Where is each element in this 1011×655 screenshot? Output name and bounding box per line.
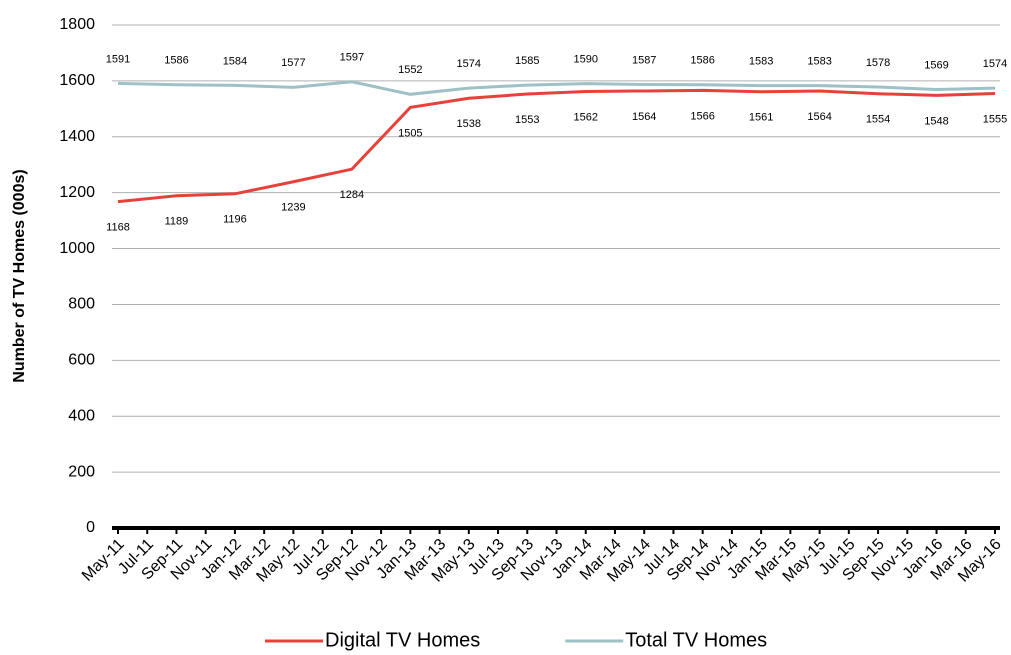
data-label: 1562: [573, 111, 597, 123]
data-label: 1561: [749, 112, 773, 124]
data-label: 1584: [223, 55, 247, 67]
y-tick-label: 200: [68, 463, 95, 480]
y-tick-label: 800: [68, 296, 95, 313]
data-label: 1578: [866, 57, 890, 69]
legend-label: Total TV Homes: [625, 629, 767, 651]
data-label: 1554: [866, 114, 890, 126]
data-label: 1586: [690, 55, 714, 67]
series-line: [117, 80, 996, 96]
data-label: 1597: [340, 52, 364, 64]
data-label: 1168: [106, 222, 130, 234]
data-label: 1564: [632, 111, 656, 123]
data-label: 1196: [223, 214, 247, 226]
data-label: 1555: [983, 113, 1007, 125]
data-label: 1189: [165, 216, 189, 228]
data-label: 1574: [983, 58, 1007, 70]
data-label: 1577: [281, 57, 305, 69]
data-label: 1587: [632, 54, 656, 66]
data-label: 1569: [924, 59, 948, 71]
y-tick-label: 1600: [59, 72, 95, 89]
data-label: 1585: [515, 55, 539, 67]
y-tick-label: 1200: [59, 184, 95, 201]
data-label: 1591: [106, 53, 130, 65]
data-label: 1586: [164, 55, 188, 67]
legend-label: Digital TV Homes: [325, 629, 480, 651]
data-label: 1548: [924, 115, 948, 127]
data-label: 1552: [398, 64, 422, 76]
data-label: 1239: [281, 202, 305, 214]
data-label: 1538: [457, 118, 481, 130]
data-label: 1583: [749, 56, 773, 68]
data-label: 1583: [807, 56, 831, 68]
data-label: 1590: [573, 54, 597, 66]
data-label: 1553: [515, 114, 539, 126]
data-label: 1284: [340, 189, 364, 201]
y-tick-label: 1400: [59, 128, 95, 145]
y-tick-label: 0: [86, 519, 95, 536]
y-tick-label: 1800: [59, 16, 95, 33]
y-tick-label: 600: [68, 352, 95, 369]
series-line: [117, 88, 996, 204]
y-axis-label: Number of TV Homes (000s): [11, 169, 28, 382]
data-label: 1574: [457, 58, 481, 70]
data-label: 1564: [807, 111, 831, 123]
y-tick-label: 400: [68, 407, 95, 424]
data-label: 1505: [398, 127, 422, 139]
data-label: 1566: [690, 110, 714, 122]
y-tick-label: 1000: [59, 240, 95, 257]
